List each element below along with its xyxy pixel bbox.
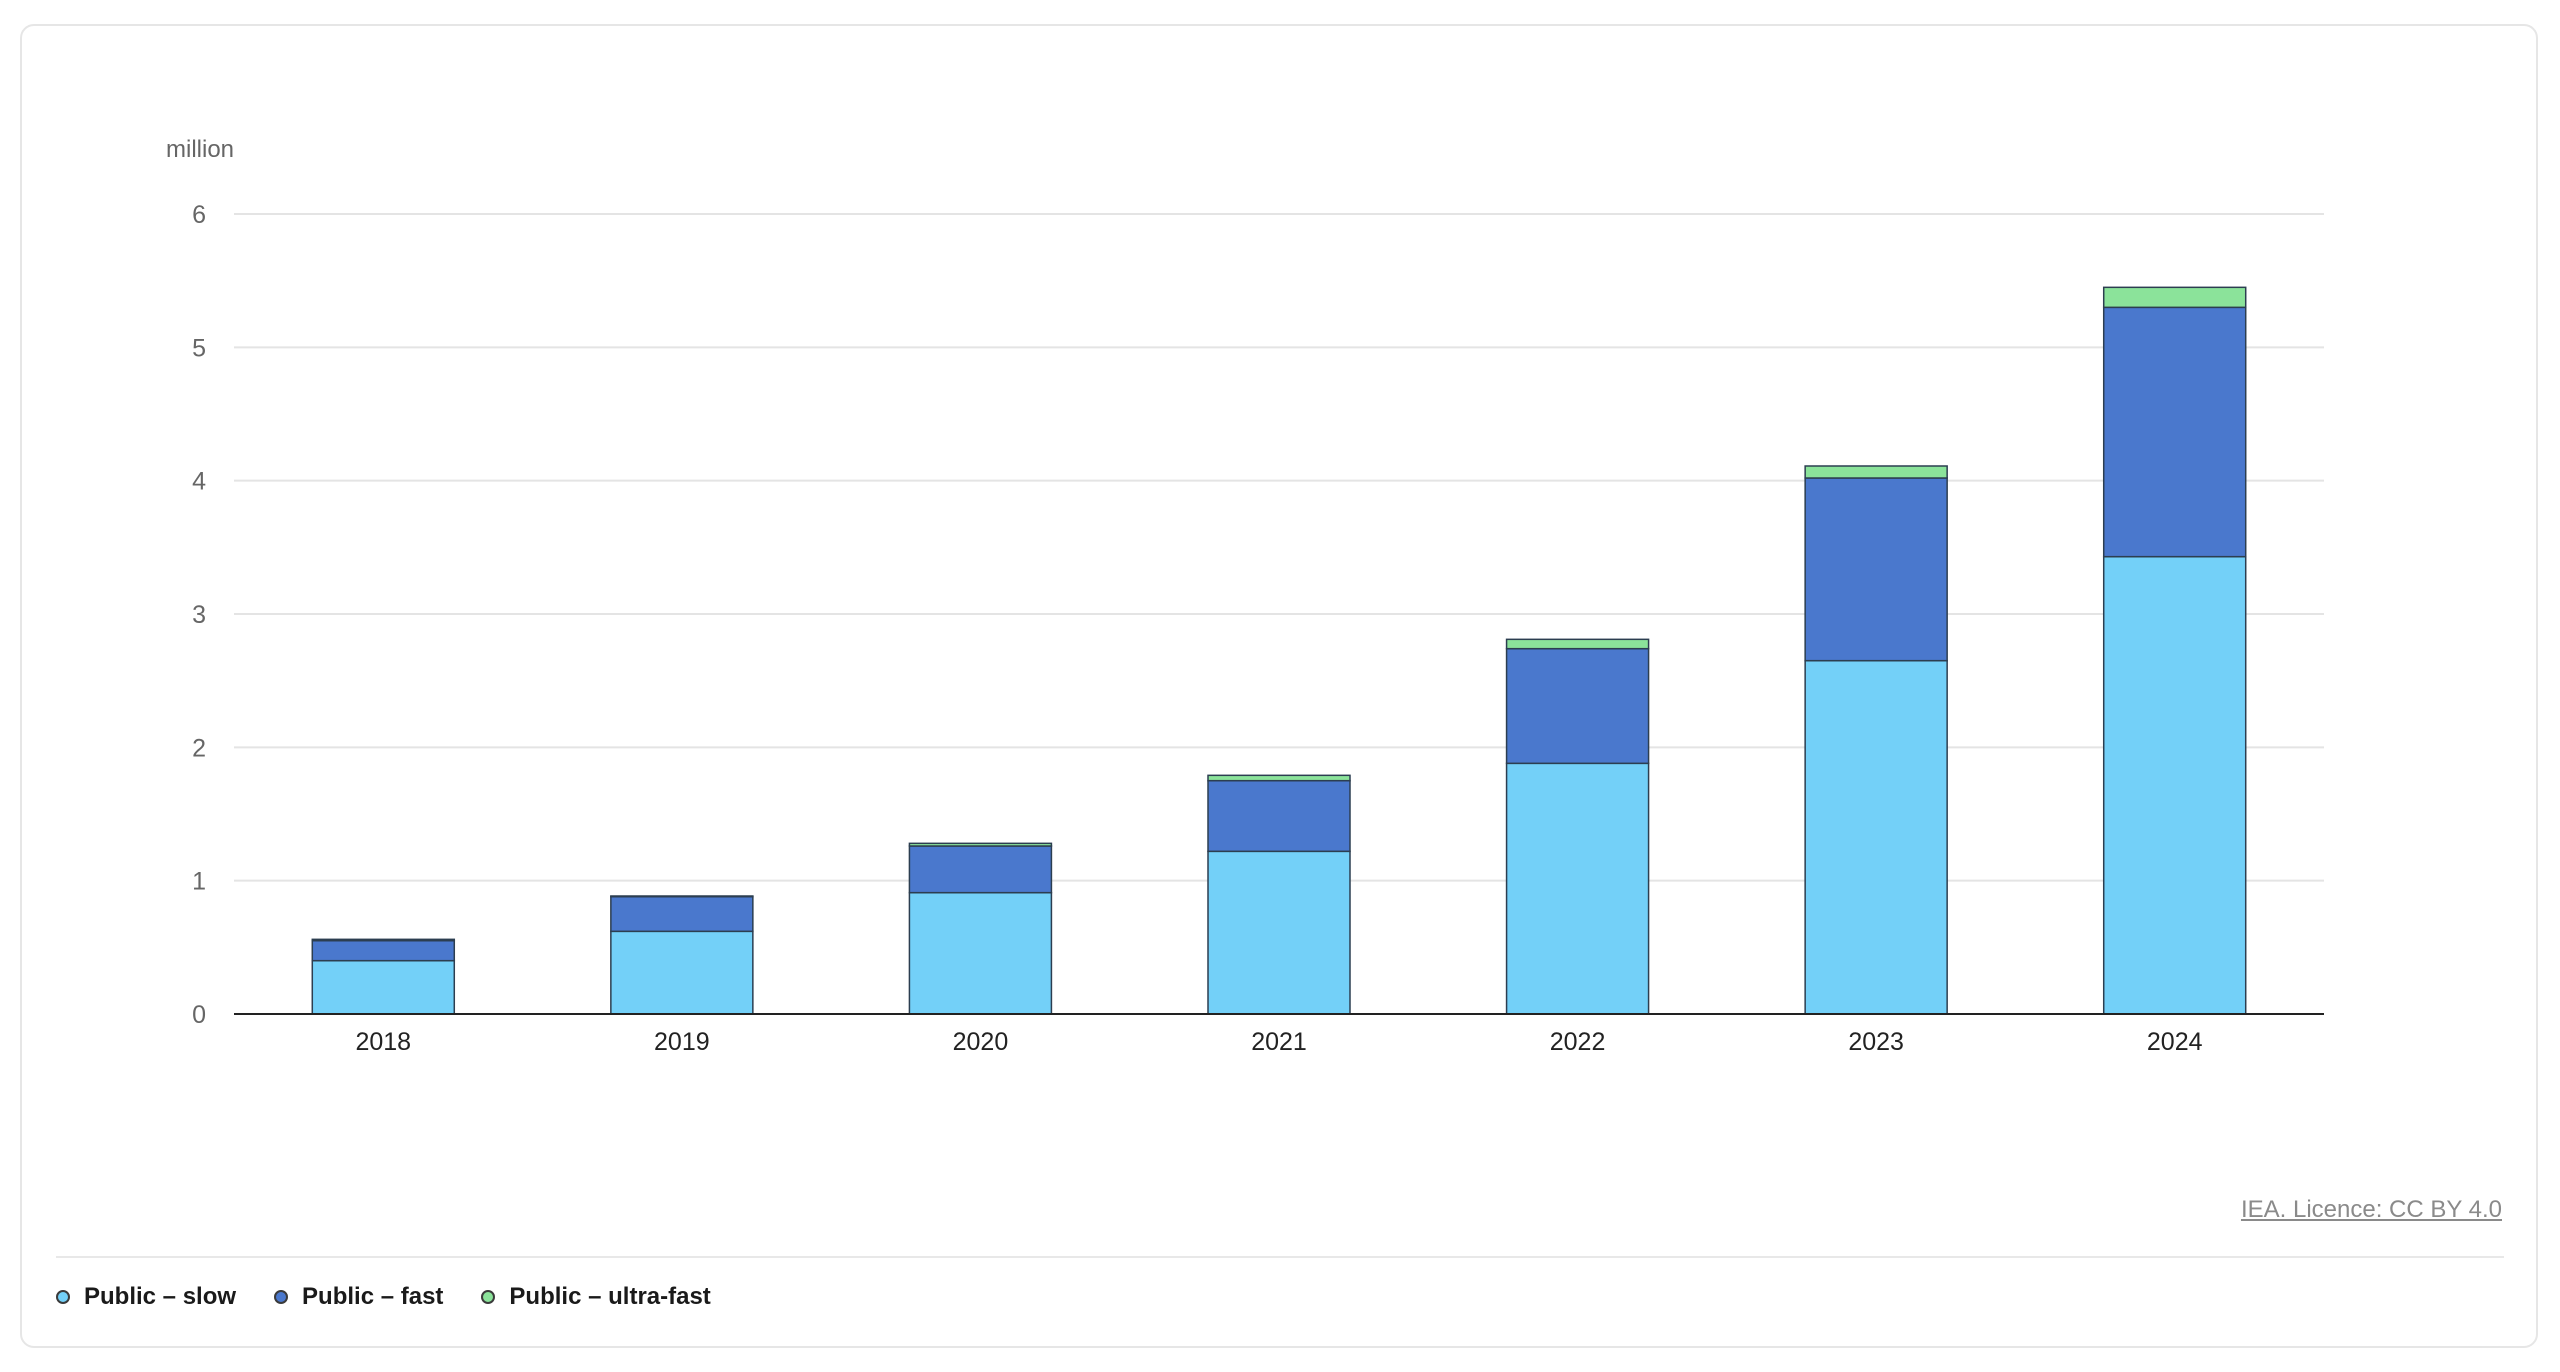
- y-tick-label: 2: [192, 734, 206, 762]
- x-tick-label: 2020: [953, 1028, 1009, 1056]
- x-tick-label: 2021: [1251, 1028, 1307, 1056]
- legend-label-slow: Public – slow: [84, 1283, 237, 1310]
- bar-segment-2019-0[interactable]: [610, 930, 754, 1015]
- bar-segment-2019-2[interactable]: [610, 895, 754, 898]
- bar-segment-2018-0[interactable]: [311, 959, 456, 1015]
- bar-segment-2021-2[interactable]: [1207, 774, 1351, 782]
- x-tick-label: 2023: [1848, 1028, 1904, 1056]
- x-tick-label: 2024: [2147, 1028, 2203, 1056]
- bar-segment-2020-2[interactable]: [908, 842, 1053, 847]
- y-tick-label: 5: [192, 334, 206, 362]
- bar-segment-2022-1[interactable]: [1505, 647, 1650, 765]
- bar-segment-2024-2[interactable]: [2102, 286, 2247, 309]
- x-tick-label: 2019: [654, 1028, 710, 1056]
- legend-item-slow[interactable]: Public – slow: [56, 1283, 236, 1311]
- bar-segment-2020-1[interactable]: [908, 845, 1053, 894]
- bar-segment-2018-1[interactable]: [311, 939, 456, 962]
- legend-item-ultra-fast[interactable]: Public – ultra-fast: [481, 1283, 711, 1311]
- legend-label-ultra-fast: Public – ultra-fast: [509, 1283, 711, 1310]
- bar-segment-2023-2[interactable]: [1804, 465, 1948, 479]
- bar-segment-2022-0[interactable]: [1505, 762, 1650, 1015]
- legend-item-fast[interactable]: Public – fast: [274, 1283, 443, 1311]
- y-tick-label: 3: [192, 601, 206, 629]
- bar-segment-2021-0[interactable]: [1207, 850, 1351, 1015]
- license-link[interactable]: IEA. Licence: CC BY 4.0: [2240, 1196, 2502, 1223]
- bar-segment-2024-0[interactable]: [2102, 555, 2247, 1015]
- bar-segment-2024-1[interactable]: [2102, 306, 2247, 558]
- legend-swatch-fast: [274, 1290, 289, 1304]
- bar-segment-2023-1[interactable]: [1804, 477, 1948, 662]
- x-tick-label: 2022: [1550, 1028, 1606, 1056]
- y-tick-label: 1: [192, 868, 206, 896]
- legend-swatch-ultra-fast: [481, 1290, 496, 1304]
- legend: Public – slow Public – fast Public – ult…: [56, 1283, 711, 1311]
- bar-segment-2022-2[interactable]: [1505, 638, 1650, 650]
- y-tick-label: 0: [192, 1001, 206, 1029]
- legend-divider: [56, 1256, 2504, 1258]
- bar-segment-2023-0[interactable]: [1804, 659, 1948, 1015]
- bar-segment-2020-0[interactable]: [908, 891, 1053, 1015]
- legend-label-fast: Public – fast: [302, 1283, 444, 1310]
- y-tick-label: 4: [192, 468, 206, 496]
- grid-lines: [234, 213, 2324, 882]
- legend-swatch-slow: [56, 1290, 70, 1304]
- bars: [311, 286, 2247, 1015]
- bar-segment-2018-2[interactable]: [311, 938, 456, 942]
- bar-segment-2019-1[interactable]: [610, 895, 754, 933]
- y-tick-label: 6: [192, 201, 206, 229]
- bar-segment-2021-1[interactable]: [1207, 779, 1351, 853]
- x-tick-label: 2018: [355, 1028, 411, 1056]
- y-axis-label: million: [166, 136, 234, 163]
- axes: 0 1 2 3 4 5 6 2018 2019 2020 2021 2022 2023 2024: [192, 201, 2324, 1056]
